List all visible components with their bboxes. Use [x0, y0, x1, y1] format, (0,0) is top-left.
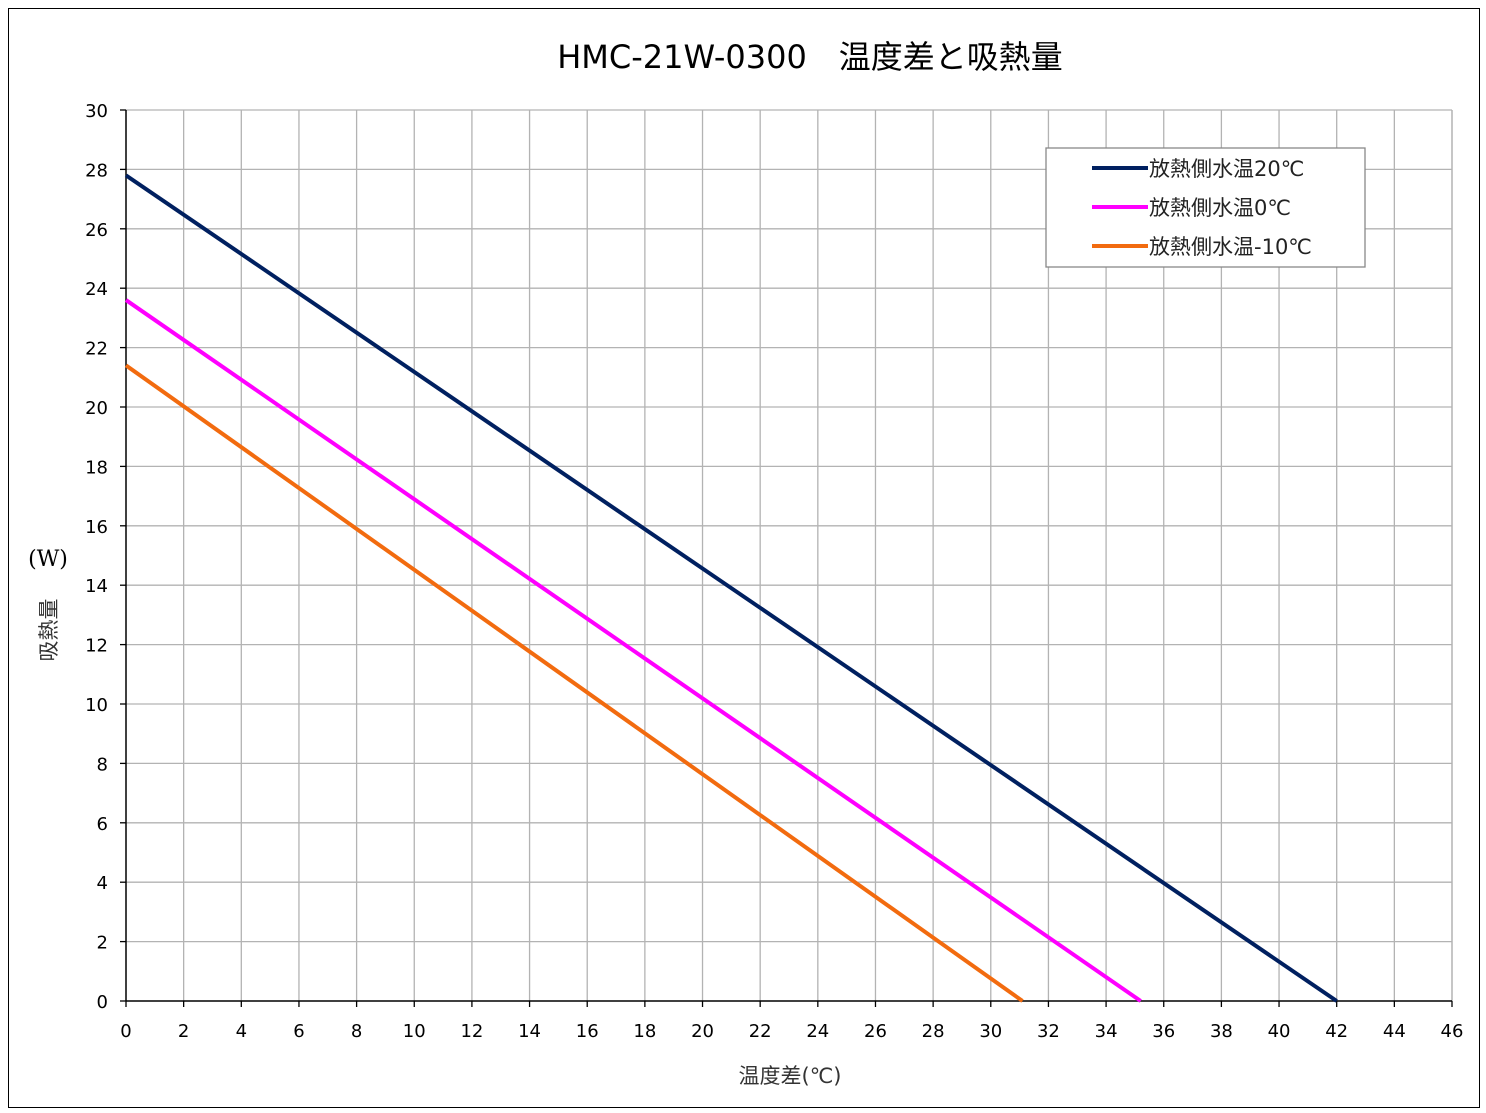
series-line-2 [124, 298, 1142, 1003]
y-tick-label: 6 [97, 814, 108, 835]
x-tick-label: 28 [922, 1021, 945, 1042]
x-tick-label: 42 [1325, 1021, 1348, 1042]
y-tick-label: 4 [97, 873, 108, 894]
y-axis-unit: (W) [28, 547, 68, 572]
x-tick-labels: 0 2 4 6 8 10 12 14 16 18 20 22 24 26 28 30 32 34 36 38 40 42 4… [120, 1021, 1463, 1042]
x-tick-label: 36 [1152, 1021, 1175, 1042]
x-tick-label: 22 [749, 1021, 772, 1042]
x-tick-label: 6 [293, 1021, 304, 1042]
y-tick-label: 14 [85, 576, 108, 597]
x-tick-label: 14 [518, 1021, 541, 1042]
x-tick-label: 8 [351, 1021, 362, 1042]
y-tick-label: 0 [97, 992, 108, 1013]
x-tick-label: 38 [1210, 1021, 1233, 1042]
y-axis-label: 吸熱量 [37, 599, 61, 662]
x-tick-label: 34 [1095, 1021, 1118, 1042]
y-tick-label: 2 [97, 933, 108, 954]
x-tick-label: 4 [236, 1021, 247, 1042]
x-tick-label: 2 [178, 1021, 189, 1042]
chart-title: HMC-21W-0300 温度差と吸熱量 [557, 38, 1063, 76]
legend-label: 放熱側水温20℃ [1149, 157, 1304, 181]
y-tick-label: 12 [85, 636, 108, 657]
x-tick-label: 10 [403, 1021, 426, 1042]
x-tick-label: 40 [1268, 1021, 1291, 1042]
y-tick-label: 26 [85, 220, 108, 241]
x-tick-label: 0 [120, 1021, 131, 1042]
y-tick-label: 10 [85, 695, 108, 716]
y-tick-label: 22 [85, 339, 108, 360]
y-tick-label: 8 [97, 754, 108, 775]
series-line-1 [124, 173, 1338, 1003]
y-tick-label: 16 [85, 517, 108, 538]
x-tick-label: 12 [460, 1021, 483, 1042]
y-tick-label: 24 [85, 279, 108, 300]
axes [120, 109, 1453, 1007]
legend-label: 放熱側水温-10℃ [1149, 235, 1312, 259]
x-tick-label: 18 [633, 1021, 656, 1042]
x-tick-label: 46 [1441, 1021, 1464, 1042]
x-tick-label: 30 [979, 1021, 1002, 1042]
y-tick-label: 20 [85, 398, 108, 419]
y-tick-label: 30 [85, 101, 108, 122]
x-tick-label: 24 [806, 1021, 829, 1042]
y-tick-label: 18 [85, 457, 108, 478]
y-tick-label: 28 [85, 160, 108, 181]
x-tick-label: 32 [1037, 1021, 1060, 1042]
legend: 放熱側水温20℃ 放熱側水温0℃ 放熱側水温-10℃ [1045, 147, 1366, 268]
legend-label: 放熱側水温0℃ [1149, 196, 1291, 220]
x-tick-label: 20 [691, 1021, 714, 1042]
series-lines [124, 173, 1338, 1003]
series-line-3 [124, 363, 1024, 1003]
x-tick-label: 44 [1383, 1021, 1406, 1042]
x-axis-label: 温度差(℃) [739, 1064, 842, 1088]
x-tick-label: 26 [864, 1021, 887, 1042]
x-tick-label: 16 [576, 1021, 599, 1042]
